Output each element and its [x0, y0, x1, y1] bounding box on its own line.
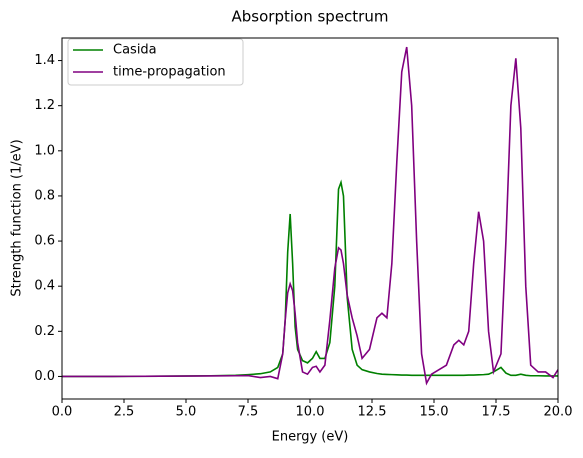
legend-box	[67, 38, 244, 86]
y-axis-label: Strength function (1/eV)	[10, 139, 25, 296]
x-tick-label: 5.0	[176, 405, 197, 420]
y-tick-label: 0.6	[34, 234, 55, 249]
x-axis-label: Energy (eV)	[272, 430, 349, 445]
y-tick-label: 0.8	[34, 188, 55, 203]
y-tick-label: 1.2	[34, 98, 55, 113]
x-tick-label: 7.5	[238, 405, 259, 420]
legend-label: time-propagation	[113, 65, 226, 80]
y-tick-label: 0.0	[34, 369, 55, 384]
y-tick-label: 1.0	[34, 143, 55, 158]
x-tick-label: 15.0	[420, 405, 449, 420]
x-tick-label: 12.5	[358, 405, 387, 420]
plot-lines	[62, 46, 558, 386]
x-tick-label: 17.5	[482, 405, 511, 420]
series-line	[62, 46, 558, 386]
y-tick-label: 0.4	[34, 279, 55, 294]
y-tick-label: 0.2	[34, 324, 55, 339]
x-tick-label: 2.5	[114, 405, 135, 420]
legend-label: Casida	[113, 43, 157, 58]
x-tick-label: 20.0	[544, 405, 573, 420]
plot-frame	[61, 37, 559, 400]
y-tick-label: 1.4	[34, 53, 55, 68]
x-tick-label: 10.0	[296, 405, 325, 420]
x-tick-label: 0.0	[52, 405, 73, 420]
series-line	[62, 179, 558, 378]
chart-title: Absorption spectrum	[232, 8, 389, 26]
